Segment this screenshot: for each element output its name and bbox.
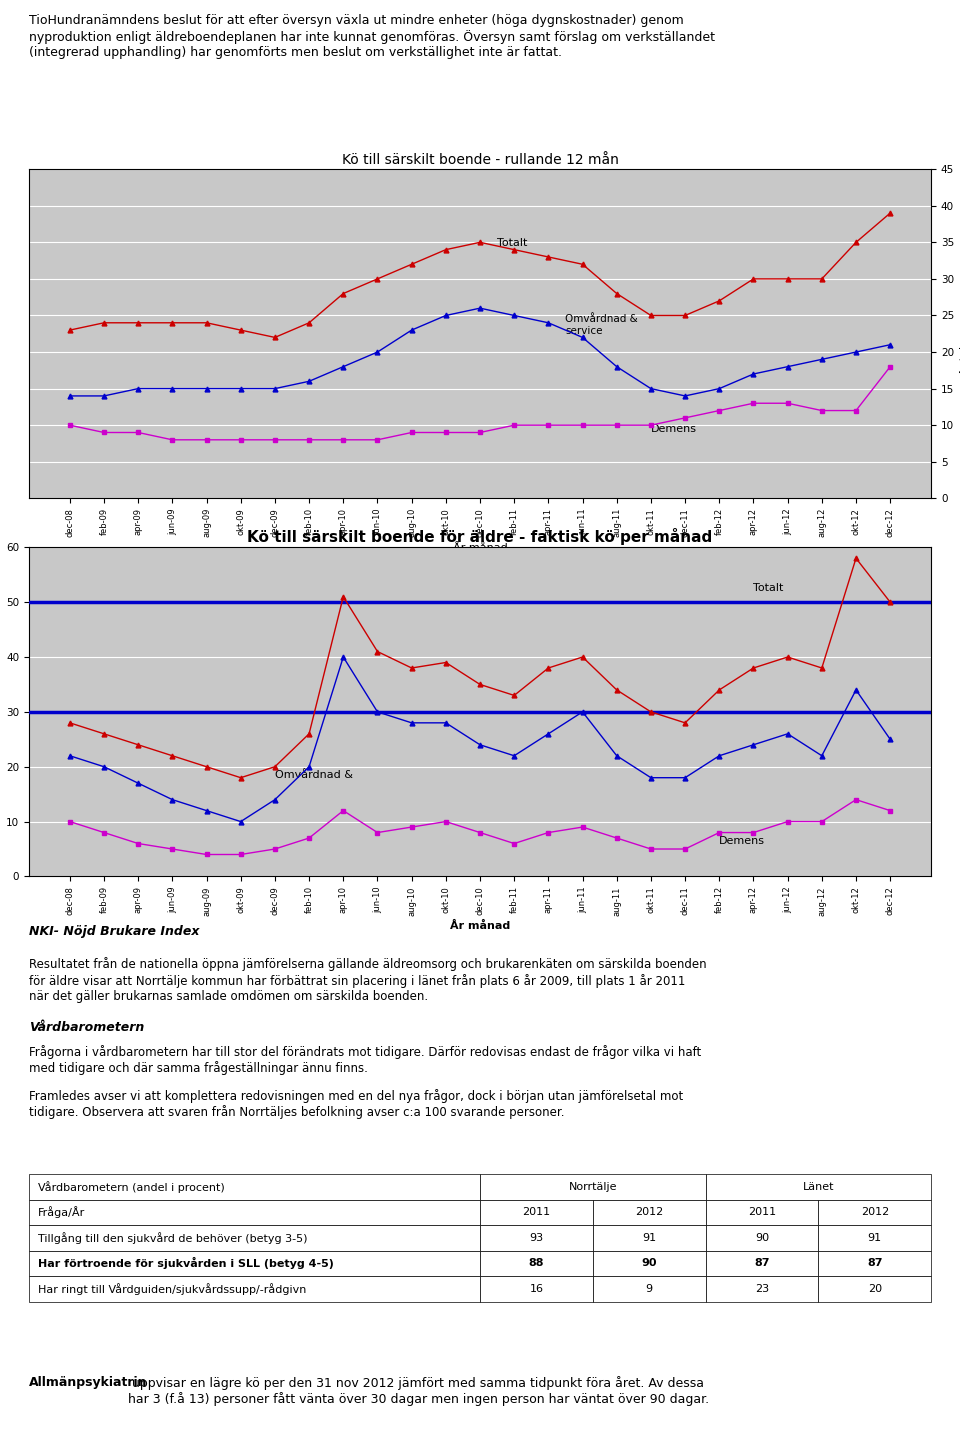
Bar: [592, 1200, 706, 1226]
Bar: [480, 1226, 592, 1250]
Text: 2012: 2012: [636, 1207, 663, 1217]
Bar: [29, 1276, 480, 1302]
Text: 91: 91: [868, 1233, 882, 1243]
Text: 87: 87: [867, 1259, 882, 1269]
Bar: [29, 1174, 480, 1200]
Bar: [706, 1276, 818, 1302]
Title: Kö till särskilt boende för äldre - faktisk kö per månad: Kö till särskilt boende för äldre - fakt…: [248, 528, 712, 545]
Bar: [818, 1226, 931, 1250]
Text: 90: 90: [641, 1259, 657, 1269]
Text: Totalt: Totalt: [497, 238, 527, 248]
Bar: [29, 1226, 480, 1250]
Text: Allmänpsykiatrin: Allmänpsykiatrin: [29, 1376, 147, 1389]
Text: Länet: Länet: [803, 1182, 834, 1193]
Text: NKI- Nöjd Brukare Index: NKI- Nöjd Brukare Index: [29, 926, 200, 939]
Text: Resultatet från de nationella öppna jämförelserna gällande äldreomsorg och bruka: Resultatet från de nationella öppna jämf…: [29, 957, 707, 1002]
X-axis label: År månad: År månad: [450, 921, 510, 932]
Text: 87: 87: [755, 1259, 770, 1269]
Bar: [480, 1174, 706, 1200]
Text: Norrtälje: Norrtälje: [568, 1182, 617, 1193]
Bar: [592, 1276, 706, 1302]
Text: TioHundranämndens beslut för att efter översyn växla ut mindre enheter (höga dyg: TioHundranämndens beslut för att efter ö…: [29, 14, 715, 59]
Text: 90: 90: [755, 1233, 769, 1243]
Text: Totalt: Totalt: [754, 583, 783, 593]
Bar: [706, 1200, 818, 1226]
Bar: [480, 1276, 592, 1302]
Text: uppvisar en lägre kö per den 31 nov 2012 jämfört med samma tidpunkt föra året. A: uppvisar en lägre kö per den 31 nov 2012…: [128, 1376, 709, 1406]
Bar: [29, 1250, 480, 1276]
Bar: [592, 1250, 706, 1276]
Text: 2011: 2011: [748, 1207, 776, 1217]
Text: 23: 23: [755, 1283, 769, 1293]
Bar: [706, 1250, 818, 1276]
Text: 2012: 2012: [861, 1207, 889, 1217]
Text: Framledes avser vi att komplettera redovisningen med en del nya frågor, dock i b: Framledes avser vi att komplettera redov…: [29, 1089, 684, 1119]
Text: Demens: Demens: [719, 835, 765, 845]
Text: 16: 16: [529, 1283, 543, 1293]
Text: 9: 9: [646, 1283, 653, 1293]
Text: 91: 91: [642, 1233, 657, 1243]
Text: Omvårdnad &
service: Omvårdnad & service: [565, 314, 638, 336]
Text: Fråga/År: Fråga/År: [37, 1207, 85, 1218]
Bar: [818, 1276, 931, 1302]
Text: Vårdbarometern: Vårdbarometern: [29, 1021, 144, 1034]
Bar: [592, 1226, 706, 1250]
Text: Vårdbarometern (andel i procent): Vårdbarometern (andel i procent): [37, 1181, 225, 1193]
Text: 2011: 2011: [522, 1207, 550, 1217]
Bar: [480, 1250, 592, 1276]
Bar: [706, 1226, 818, 1250]
Text: 88: 88: [529, 1259, 544, 1269]
X-axis label: År månad: År månad: [452, 544, 508, 552]
Text: 93: 93: [529, 1233, 543, 1243]
Text: 20: 20: [868, 1283, 882, 1293]
Text: Tillgång till den sjukvård de behöver (betyg 3-5): Tillgång till den sjukvård de behöver (b…: [37, 1231, 307, 1244]
Text: Demens: Demens: [651, 424, 697, 434]
Text: Har förtroende för sjukvården i SLL (betyg 4-5): Har förtroende för sjukvården i SLL (bet…: [37, 1257, 334, 1269]
Text: Omvårdnad &: Omvårdnad &: [275, 770, 353, 780]
Bar: [480, 1200, 592, 1226]
Text: Har ringt till Vårdguiden/sjukvårdssupp/-rådgivn: Har ringt till Vårdguiden/sjukvårdssupp/…: [37, 1283, 306, 1295]
Bar: [29, 1200, 480, 1226]
Title: Kö till särskilt boende - rullande 12 mån: Kö till särskilt boende - rullande 12 må…: [342, 153, 618, 167]
Bar: [706, 1174, 931, 1200]
Bar: [818, 1200, 931, 1226]
Bar: [818, 1250, 931, 1276]
Text: Frågorna i vårdbarometern har till stor del förändrats mot tidigare. Därför redo: Frågorna i vårdbarometern har till stor …: [29, 1045, 701, 1076]
